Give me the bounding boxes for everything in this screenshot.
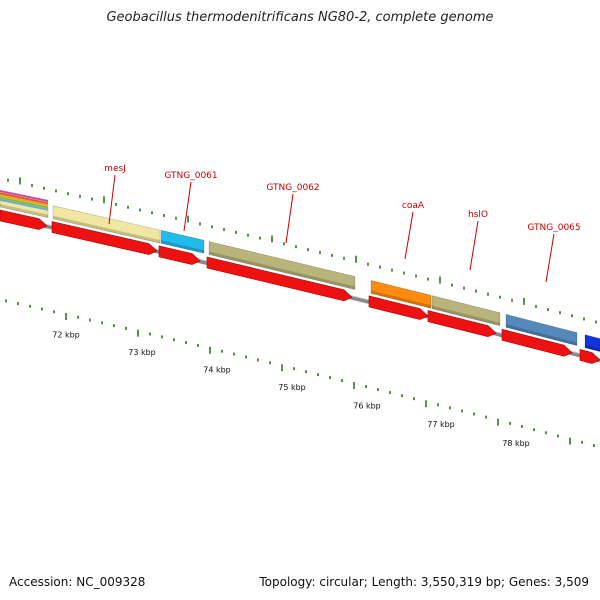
gene-feature-bar (584, 334, 600, 352)
cds-arrow (206, 256, 353, 302)
overlap-stripe (0, 196, 48, 209)
gene-feature-shade (432, 305, 500, 326)
overlap-feature-stripes (0, 190, 48, 211)
gene-feature-shade (161, 240, 204, 254)
cds-arrow (368, 295, 429, 320)
cds-arrow (427, 310, 497, 338)
gene-feature-bar (208, 241, 356, 290)
kbp-label: 76 kbp (353, 402, 381, 411)
cds-arrow-track (0, 209, 600, 364)
gene-feature-bar (370, 280, 432, 309)
gene-feature-shade (209, 251, 355, 290)
kbp-label: 74 kbp (203, 365, 231, 374)
cds-arrow (51, 221, 158, 255)
gene-label: hslO (468, 210, 488, 220)
kbp-label: 78 kbp (502, 439, 530, 448)
gene-leader-line (183, 181, 192, 232)
overlap-stripe (0, 190, 48, 202)
gene-leader-line (404, 211, 414, 260)
kbp-label: 75 kbp (278, 383, 306, 392)
gene-label: GTNG_0062 (266, 183, 319, 193)
accession-label: Accession: NC_009328 (9, 575, 146, 589)
genome-summary: Topology: circular; Length: 3,550,319 bp… (259, 575, 589, 589)
gene-feature-shade (585, 344, 600, 352)
gene-feature-bar (52, 205, 161, 244)
kbp-scale-labels: 72 kbp 73 kbp 74 kbp 75 kbp 76 kbp 77 kbp 78 k… (52, 331, 530, 448)
gene-leader-line (285, 193, 294, 244)
overlap-stripe (0, 194, 48, 207)
gene-feature-shade (506, 324, 577, 346)
cds-arrow (579, 349, 600, 364)
cds-arrow (501, 328, 573, 357)
cds-arrow (158, 245, 201, 265)
gene-feature-shade (0, 204, 48, 218)
gene-label: mesJ (104, 164, 126, 174)
kbp-label: 73 kbp (128, 348, 156, 357)
outer-tick-marks (7, 177, 597, 324)
gene-leader-line (469, 220, 479, 271)
gene-feature-bar (505, 313, 578, 346)
gene-leader-line (108, 174, 116, 225)
gene-feature-track (0, 193, 600, 352)
gene-label: GTNG_0061 (164, 171, 217, 181)
gene-label: GTNG_0065 (527, 223, 580, 233)
gene-feature-shade (53, 215, 160, 244)
inner-tick-marks (5, 299, 595, 447)
kbp-label: 72 kbp (52, 331, 80, 340)
map-title: Geobacillus thermodenitrificans NG80-2, … (106, 10, 494, 25)
kbp-label: 77 kbp (427, 420, 455, 429)
gene-feature-bar (160, 229, 205, 254)
gene-label: coaA (402, 201, 425, 211)
cds-arrow (0, 209, 48, 230)
gene-label-leaders: mesJ GTNG_0061 GTNG_0062 coaA hslO GTNG_0065 (104, 164, 581, 283)
overlap-stripe (0, 192, 48, 205)
gene-feature-bar (431, 295, 501, 327)
overlap-stripe (0, 198, 48, 211)
gene-feature-shade (371, 290, 431, 309)
gene-leader-line (545, 233, 555, 283)
